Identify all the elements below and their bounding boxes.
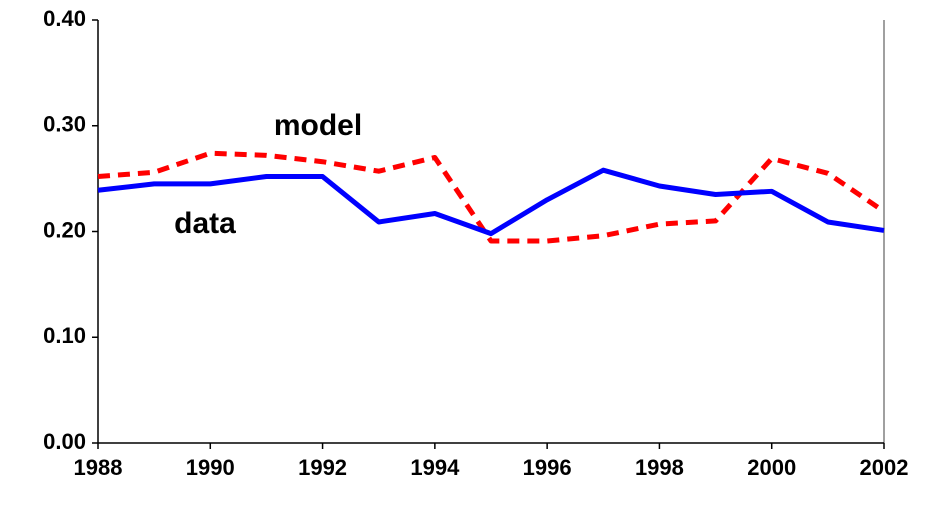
y-tick-label: 0.00	[43, 429, 86, 454]
y-tick-label: 0.40	[43, 6, 86, 31]
series-label: data	[174, 207, 236, 240]
x-tick-label: 1998	[635, 455, 684, 480]
x-tick-label: 1996	[523, 455, 572, 480]
x-tick-label: 1990	[186, 455, 235, 480]
x-tick-label: 2000	[747, 455, 796, 480]
series-label: model	[274, 109, 362, 142]
x-tick-label: 1994	[410, 455, 460, 480]
x-tick-label: 1988	[74, 455, 123, 480]
x-tick-label: 2002	[860, 455, 909, 480]
y-tick-label: 0.20	[43, 217, 86, 242]
series-line	[97, 150, 886, 244]
x-tick-label: 1992	[298, 455, 347, 480]
y-tick-label: 0.10	[43, 323, 86, 348]
series-line	[97, 167, 885, 237]
y-tick-label: 0.30	[43, 112, 86, 137]
